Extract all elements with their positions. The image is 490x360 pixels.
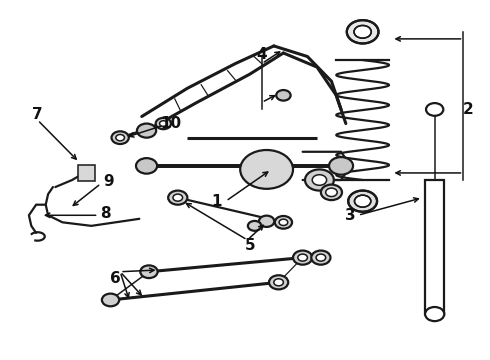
Circle shape xyxy=(274,279,283,286)
FancyBboxPatch shape xyxy=(78,165,95,181)
Circle shape xyxy=(168,190,187,205)
Circle shape xyxy=(316,254,326,261)
Circle shape xyxy=(298,254,307,261)
Text: 1: 1 xyxy=(211,194,221,209)
Circle shape xyxy=(156,118,171,129)
Circle shape xyxy=(348,190,377,212)
Circle shape xyxy=(276,90,291,100)
Circle shape xyxy=(102,294,119,306)
Circle shape xyxy=(240,150,293,189)
Circle shape xyxy=(347,20,378,44)
Circle shape xyxy=(269,275,288,289)
Circle shape xyxy=(259,216,274,227)
Circle shape xyxy=(425,307,444,321)
Text: 8: 8 xyxy=(100,206,111,221)
Circle shape xyxy=(140,265,158,278)
Text: 4: 4 xyxy=(256,47,267,62)
Circle shape xyxy=(136,158,157,174)
Circle shape xyxy=(173,194,183,201)
Circle shape xyxy=(354,26,371,38)
Text: 3: 3 xyxy=(345,208,356,223)
Circle shape xyxy=(326,188,337,197)
Circle shape xyxy=(311,251,330,265)
Circle shape xyxy=(160,121,167,126)
Circle shape xyxy=(312,175,327,185)
Circle shape xyxy=(426,103,443,116)
Text: 6: 6 xyxy=(110,271,121,286)
FancyBboxPatch shape xyxy=(425,180,444,314)
Circle shape xyxy=(329,157,353,175)
Circle shape xyxy=(279,219,288,225)
Circle shape xyxy=(305,170,334,190)
Circle shape xyxy=(112,131,129,144)
Circle shape xyxy=(248,221,261,231)
Circle shape xyxy=(137,123,156,138)
Text: 5: 5 xyxy=(245,238,255,253)
Text: 9: 9 xyxy=(103,174,114,189)
Circle shape xyxy=(275,216,292,229)
Circle shape xyxy=(321,185,342,200)
Circle shape xyxy=(293,251,312,265)
Circle shape xyxy=(116,135,124,141)
Circle shape xyxy=(354,195,371,207)
Text: 2: 2 xyxy=(463,102,474,117)
Text: 7: 7 xyxy=(32,107,43,122)
Text: 10: 10 xyxy=(160,116,181,131)
